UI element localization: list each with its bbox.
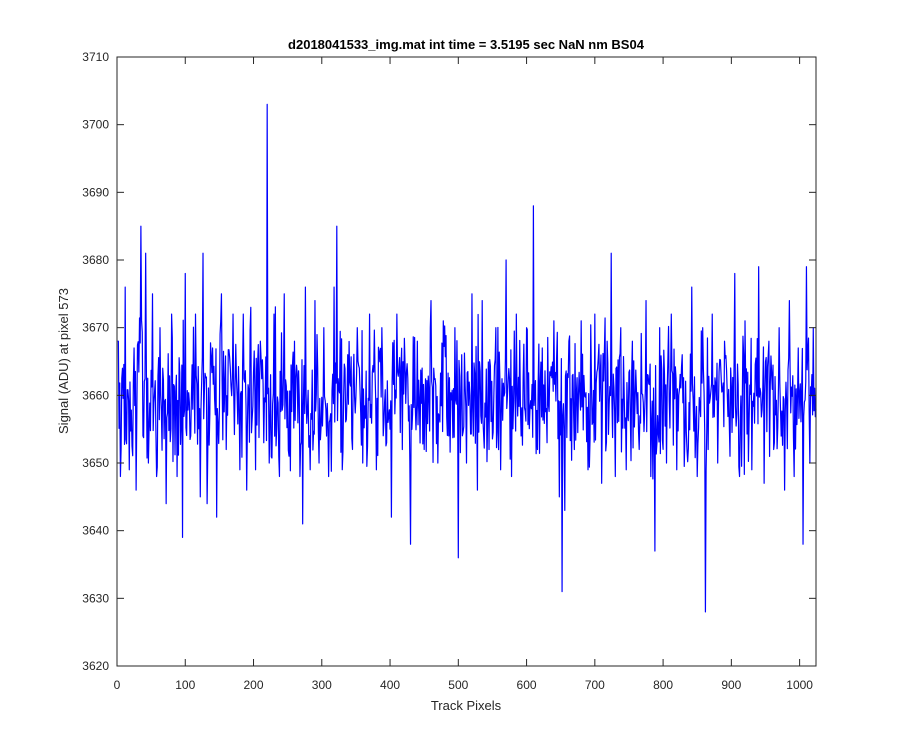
x-tick-label: 0 [114, 678, 121, 692]
series-layer [117, 103, 817, 613]
y-tick-label: 3710 [82, 50, 109, 64]
x-tick-label: 700 [585, 678, 605, 692]
chart-title: d2018041533_img.mat int time = 3.5195 se… [288, 37, 645, 52]
y-tick-label: 3650 [82, 456, 109, 470]
x-tick-label: 500 [448, 678, 468, 692]
x-tick-label: 900 [721, 678, 741, 692]
y-axis: 3620 3630 3640 3650 3660 3670 3680 3690 3700 3710 [82, 50, 816, 673]
signal-series-line [117, 103, 817, 613]
x-axis-label: Track Pixels [431, 698, 502, 713]
x-tick-label: 100 [175, 678, 195, 692]
y-tick-label: 3700 [82, 118, 109, 132]
x-tick-label: 200 [244, 678, 264, 692]
y-tick-label: 3620 [82, 659, 109, 673]
x-tick-label: 1000 [786, 678, 813, 692]
y-tick-label: 3690 [82, 185, 109, 199]
y-tick-label: 3680 [82, 253, 109, 267]
y-tick-label: 3660 [82, 388, 109, 402]
y-tick-label: 3630 [82, 591, 109, 605]
y-tick-label: 3640 [82, 524, 109, 538]
x-tick-label: 800 [653, 678, 673, 692]
x-tick-label: 300 [312, 678, 332, 692]
y-axis-label: Signal (ADU) at pixel 573 [56, 288, 71, 434]
x-axis: 0 100 200 300 400 500 600 700 800 900 1000 [114, 57, 813, 692]
x-tick-label: 400 [380, 678, 400, 692]
y-tick-label: 3670 [82, 321, 109, 335]
x-tick-label: 600 [517, 678, 537, 692]
axes-box [116, 56, 817, 667]
